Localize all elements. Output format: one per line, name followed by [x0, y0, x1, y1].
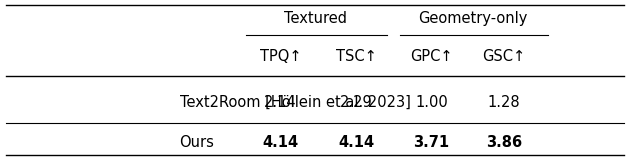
Text: Geometry-only: Geometry-only [418, 12, 527, 26]
Text: GPC↑: GPC↑ [410, 49, 453, 64]
Text: 2.14: 2.14 [264, 95, 297, 110]
Text: 2.29: 2.29 [340, 95, 372, 110]
Text: 1.28: 1.28 [488, 95, 520, 110]
Text: 3.86: 3.86 [486, 135, 522, 150]
Text: Textured: Textured [284, 12, 346, 26]
Text: GSC↑: GSC↑ [483, 49, 525, 64]
Text: 4.14: 4.14 [262, 135, 299, 150]
Text: 1.00: 1.00 [415, 95, 448, 110]
Text: 3.71: 3.71 [413, 135, 450, 150]
Text: Ours: Ours [180, 135, 214, 150]
Text: Text2Room [Höllein et al. 2023]: Text2Room [Höllein et al. 2023] [180, 95, 410, 110]
Text: TPQ↑: TPQ↑ [260, 49, 301, 64]
Text: TSC↑: TSC↑ [336, 49, 376, 64]
Text: 4.14: 4.14 [338, 135, 374, 150]
